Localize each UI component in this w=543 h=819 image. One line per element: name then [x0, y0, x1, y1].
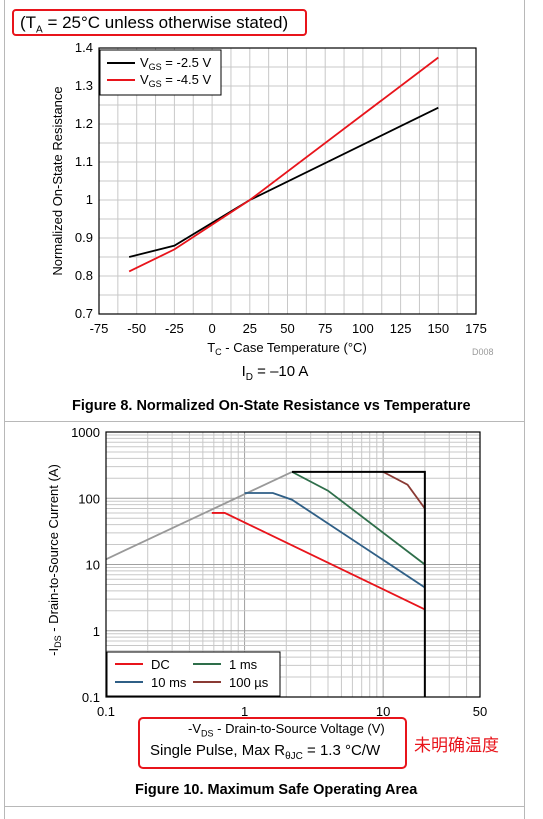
figure8-legend: VGS = -2.5 V VGS = -4.5 V — [99, 49, 222, 96]
figure8-ytick-label: 1.4 — [75, 40, 93, 55]
figure8-xtick-label: 75 — [318, 321, 332, 336]
figure8-condition: ID = –10 A — [242, 363, 309, 383]
figure10-legend-label-100us: 100 µs — [229, 675, 269, 690]
figure8-xtick-label: 0 — [208, 321, 215, 336]
figure10-series-5 — [292, 470, 426, 697]
figure10-series — [105, 470, 426, 697]
figure8-legend-label-0: VGS = -2.5 V — [140, 55, 212, 72]
figure8-xtick-label: -25 — [165, 321, 184, 336]
figure8-xtick-label: 100 — [352, 321, 374, 336]
figure8-xtick-label: 50 — [280, 321, 294, 336]
figure8-ytick-label: 1.1 — [75, 154, 93, 169]
figure8-chart: -75 -50 -25 0 25 50 75 100 125 150 175 0.7 0.8 0.9 1 1.… — [50, 40, 494, 383]
frame-divider — [4, 421, 525, 422]
figure10-legend-label-10ms: 10 ms — [151, 675, 187, 690]
conditions-note: (TA = 25°C unless otherwise stated) — [12, 9, 307, 36]
figure10-xtick-label: 50 — [473, 704, 487, 719]
figure10-xtick-label: 10 — [376, 704, 390, 719]
figure10-grid — [105, 432, 481, 698]
figure8-series — [128, 56, 439, 273]
figure10-xlabel: -VDS - Drain-to-Source Voltage (V) — [188, 721, 385, 739]
figure10-series-4 — [382, 471, 426, 510]
figure8-xtick-label: 175 — [465, 321, 487, 336]
figure8-series-0 — [128, 106, 439, 258]
figure8-xtick-label: 125 — [390, 321, 412, 336]
figure8-ytick-label: 1.2 — [75, 116, 93, 131]
figure10-series-3 — [291, 471, 426, 566]
figure8-ytick-label: 1.3 — [75, 78, 93, 93]
frame-left — [4, 0, 5, 819]
figure8-ytick-label: 0.9 — [75, 230, 93, 245]
figure10-legend-label-1ms: 1 ms — [229, 657, 258, 672]
figure8-series-1 — [128, 56, 439, 273]
figure10-ytick-label: 0.1 — [82, 690, 100, 705]
figure8-xtick-label: -75 — [90, 321, 109, 336]
figure8-legend-label-1: VGS = -4.5 V — [140, 72, 212, 89]
figure10-xtick-label: 1 — [241, 704, 248, 719]
figure10-ylabel: -IDS - Drain-to-Source Current (A) — [46, 464, 63, 656]
figure8-xlabel: TC - Case Temperature (°C) — [207, 340, 367, 357]
figure10-ytick-label: 100 — [78, 491, 100, 506]
frame-right — [524, 0, 525, 819]
figure8-xtick-label: 150 — [427, 321, 449, 336]
figure10-series-0 — [105, 471, 293, 561]
figure10-title: Figure 10. Maximum Safe Operating Area — [135, 782, 418, 798]
figure10-ytick-label: 1 — [93, 624, 100, 639]
figure10-ytick-label: 10 — [86, 558, 100, 573]
figure8-title: Figure 8. Normalized On-State Resistance… — [72, 398, 471, 414]
figure10-series-1 — [211, 512, 426, 611]
figure8-watermark: D008 — [472, 347, 494, 357]
figure8-ytick-label: 1 — [86, 192, 93, 207]
figure10-caption-box — [138, 717, 407, 769]
figure10-xtick-label: 0.1 — [97, 704, 115, 719]
figure8-ylabel: Normalized On-State Resistance — [50, 86, 65, 275]
figure10-series-2 — [244, 492, 426, 589]
figure8-xtick-label: 25 — [243, 321, 257, 336]
figure8-xtick-label: -50 — [127, 321, 146, 336]
figure10-plot-frame — [105, 431, 481, 698]
figure10-chart: 0.1 1 10 50 0.1 1 10 100 1000 DC 1 ms 10 ms 100 … — [46, 425, 487, 719]
temperature-annotation: 未明确温度 — [414, 736, 499, 756]
frame-bottom — [4, 806, 525, 807]
figure8-ytick-label: 0.8 — [75, 268, 93, 283]
figure10-ytick-label: 1000 — [71, 425, 100, 440]
figure10-legend-label-dc: DC — [151, 657, 170, 672]
figure8-ticks: -75 -50 -25 0 25 50 75 100 125 150 175 0.7 0.8 0.9 1 1.… — [75, 40, 487, 336]
figure10-pulse-condition: Single Pulse, Max RθJC = 1.3 °C/W — [150, 742, 381, 762]
figure8-ytick-label: 0.7 — [75, 306, 93, 321]
figure10-legend: DC 1 ms 10 ms 100 µs — [106, 651, 281, 697]
figure8-plot-frame — [98, 47, 477, 315]
figure10-ticks: 0.1 1 10 50 0.1 1 10 100 1000 — [71, 425, 487, 719]
